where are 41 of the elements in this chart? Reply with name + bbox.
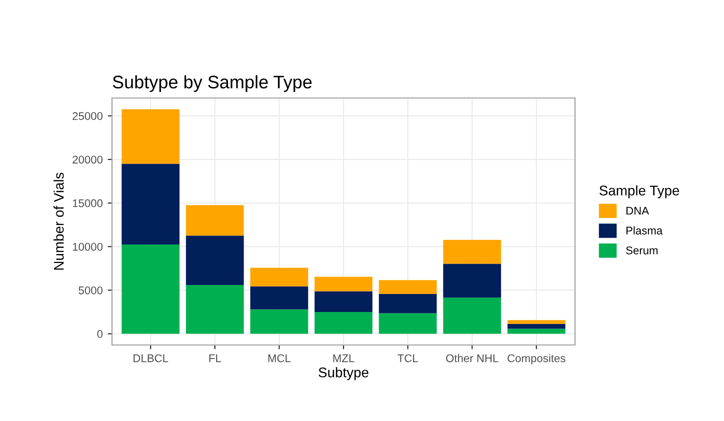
x-tick-label: FL	[209, 354, 222, 362]
x-tick-label: MZL	[333, 354, 354, 362]
y-tick-label: 5000	[78, 286, 103, 294]
bar	[378, 313, 437, 334]
x-tick-label: TCL	[398, 354, 418, 362]
bar	[378, 280, 437, 294]
bar	[314, 291, 372, 312]
bar	[314, 276, 372, 292]
bar	[443, 264, 502, 298]
x-tick-label: DLBCL	[134, 354, 168, 362]
bar	[122, 244, 180, 334]
bar	[186, 284, 244, 334]
bar	[186, 236, 244, 285]
y-tick-label: 20000	[72, 156, 103, 164]
x-tick-label: Composites	[508, 354, 566, 364]
y-tick-label: 10000	[72, 242, 103, 251]
x-tick-label: Other NHL	[446, 354, 498, 362]
legend-label: DNA	[626, 206, 649, 215]
bar	[507, 324, 566, 329]
legend-title: Sample Type	[600, 185, 680, 198]
bar	[122, 164, 180, 245]
legend-label: Plasma	[626, 226, 663, 234]
x-axis-title: Subtype	[318, 367, 368, 380]
bar	[250, 309, 308, 334]
bar	[443, 240, 502, 264]
chart-title: Subtype by Sample Type	[112, 75, 312, 92]
bar	[122, 109, 180, 164]
bar	[186, 205, 244, 236]
y-tick-label: 25000	[72, 112, 103, 120]
bar	[507, 328, 566, 334]
y-tick-label: 0	[97, 330, 103, 338]
legend-label: Serum	[626, 246, 658, 254]
bar	[378, 294, 437, 314]
y-tick-label: 15000	[72, 199, 103, 208]
bar	[443, 298, 502, 334]
bar	[507, 320, 566, 324]
bar	[250, 268, 308, 286]
y-axis-title: Number of Vials	[54, 172, 64, 270]
x-tick-label: MCL	[268, 354, 291, 362]
bar	[250, 286, 308, 310]
bar	[314, 312, 372, 334]
